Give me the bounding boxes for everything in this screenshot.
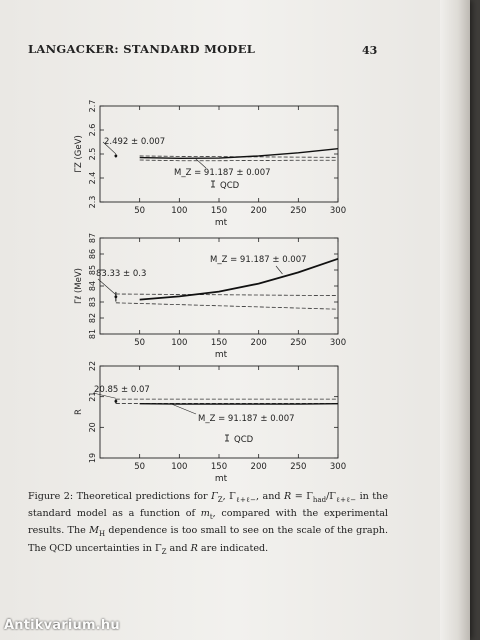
y-tick-label: 21 [88,392,97,402]
annotation-label: 20.85 ± 0.07 [94,385,150,395]
annotation-label: QCD [220,181,240,191]
x-tick-label: 250 [290,338,306,348]
x-tick-label: 50 [134,206,145,216]
x-tick-label: 150 [211,206,227,216]
y-tick-label: 20 [88,422,97,432]
caption-symbol: = Γ [291,491,313,502]
plot-frame [99,105,339,203]
running-head: LANGACKER: STANDARD MODEL [28,42,256,56]
caption-text: Figure 2: Theoretical predictions for [28,491,212,502]
caption-subscript: Z [161,547,167,556]
y-tick-label: 2.3 [88,196,97,209]
y-axis-label: ΓZ (GeV) [74,135,84,173]
experiment-point [114,154,118,158]
chart-gamma-z-svg: 50 100 150 200 250 300 2.3 2.4 2.5 2.6 2.7 mt ΓZ (Ge… [74,100,346,228]
y-tick-label: 22 [88,361,97,371]
caption-symbol: /Γ [326,491,336,502]
x-axis-label: mt [215,350,228,360]
theory-curve [139,257,339,301]
x-tick-label: 300 [330,462,346,472]
y-tick-label: 87 [88,233,97,243]
caption-symbol: m [200,508,210,520]
caption-subscript: H [98,530,106,539]
caption-text: and [166,542,191,554]
y-tick-label: 2.4 [88,172,97,185]
annotation-leader [102,141,117,155]
x-tick-label: 200 [251,462,267,472]
caption-symbol: , Γ [222,491,236,502]
x-tick-label: 100 [171,462,187,472]
y-tick-label: 84 [88,281,97,291]
annotation-label: M_Z = 91.187 ± 0.007 [174,168,271,178]
y-tick-label: 86 [88,249,97,259]
chart-gamma-z: 50 100 150 200 250 300 2.3 2.4 2.5 2.6 2.7 mt ΓZ (Ge… [66,100,362,228]
caption-subscript: t [209,513,213,522]
annotation-leader [92,392,116,399]
annotation-leader [97,278,117,295]
caption-text: , and [255,491,285,502]
caption-subscript: ℓ+ℓ− [335,495,357,504]
annotation-label: M_Z = 91.187 ± 0.007 [198,414,295,424]
caption-symbol: M [89,525,99,537]
x-axis-label: mt [215,474,228,484]
y-tick-label: 2.7 [88,100,97,113]
band-upper-line [115,293,339,296]
chart-r: 50 100 150 200 250 300 19 20 21 22 mt R 20.85 ± 0.07… [66,361,362,484]
caption-symbol: Γ [211,491,218,502]
page-number: 43 [362,44,378,57]
y-axis-label: Γℓ (MeV) [74,268,84,304]
experiment-point [114,399,118,403]
annotation-leader [275,265,283,275]
annotation-label: 83.33 ± 0.3 [96,269,146,279]
x-tick-label: 250 [290,462,306,472]
x-axis-label: mt [215,218,228,228]
caption-symbol: R [190,542,198,554]
y-tick-label: 2.6 [88,124,97,137]
annotation-label: M_Z = 91.187 ± 0.007 [210,255,307,265]
y-axis-label: R [74,409,84,415]
plot-frame [99,365,339,459]
book-page: LANGACKER: STANDARD MODEL 43 50 100 150 200… [0,0,470,640]
y-tick-label: 81 [88,329,97,339]
annotation-label: QCD [234,435,254,445]
annotation-leader [171,403,197,415]
x-tick-label: 100 [171,338,187,348]
y-tick-label: 85 [88,265,97,275]
y-tick-label: 82 [88,313,97,323]
page-spine [440,0,470,640]
annotation-label: 2.492 ± 0.007 [104,137,165,147]
y-tick-label: 83 [88,297,97,307]
annotation-leader [194,158,207,169]
band-lower-line [115,302,339,310]
caption-text: , compared with the experimental results… [28,508,388,537]
experiment-point [114,295,118,299]
x-tick-label: 300 [330,338,346,348]
plot-frame [99,237,339,335]
band-lower-line [139,159,338,162]
x-tick-label: 100 [171,206,187,216]
caption-text: dependence is too small to see on the sc… [28,525,388,554]
caption-symbol: R [284,491,292,502]
x-tick-label: 150 [211,338,227,348]
theory-curve [139,148,339,160]
chart-gamma-l: 50 100 150 200 250 300 81 82 83 84 85 86 87 mt Γℓ (MeV… [66,232,362,360]
figure-caption: Figure 2: Theoretical predictions for ΓZ… [28,490,388,559]
x-tick-label: 200 [251,338,267,348]
watermark: Antikvarium.hu [4,618,120,633]
caption-subscript: ℓ+ℓ− [235,495,256,504]
chart-r-svg: 50 100 150 200 250 300 19 20 21 22 mt R 20.85 ± 0.07… [74,361,346,484]
caption-subscript: had [312,495,327,504]
x-tick-label: 250 [290,206,306,216]
y-tick-label: 19 [88,453,97,463]
x-tick-label: 50 [134,338,145,348]
x-tick-label: 200 [251,206,267,216]
x-tick-label: 300 [330,206,346,216]
chart-gamma-l-svg: 50 100 150 200 250 300 81 82 83 84 85 86 87 mt Γℓ (MeV… [74,233,346,360]
caption-subscript: Z [217,495,223,504]
caption-text: in the standard model as a function of [28,491,389,520]
x-tick-label: 150 [211,462,227,472]
y-tick-label: 2.5 [88,148,97,161]
x-tick-label: 50 [134,462,145,472]
caption-text: are indicated. [197,542,269,554]
